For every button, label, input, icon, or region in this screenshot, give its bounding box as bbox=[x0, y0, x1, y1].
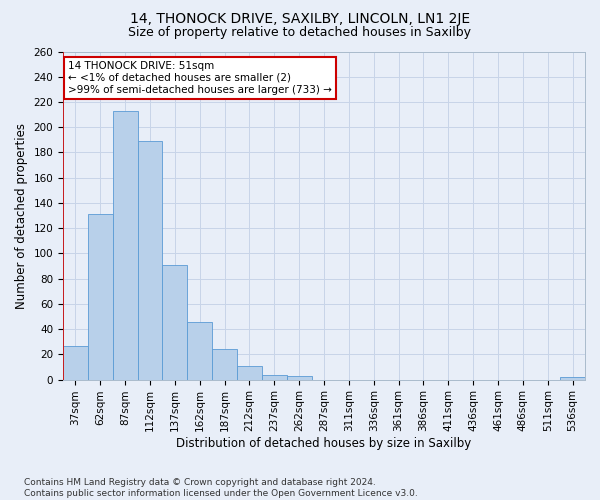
Text: 14, THONOCK DRIVE, SAXILBY, LINCOLN, LN1 2JE: 14, THONOCK DRIVE, SAXILBY, LINCOLN, LN1… bbox=[130, 12, 470, 26]
Bar bbox=[287, 376, 311, 380]
Text: 14 THONOCK DRIVE: 51sqm
← <1% of detached houses are smaller (2)
>99% of semi-de: 14 THONOCK DRIVE: 51sqm ← <1% of detache… bbox=[68, 62, 332, 94]
X-axis label: Distribution of detached houses by size in Saxilby: Distribution of detached houses by size … bbox=[176, 437, 472, 450]
Bar bbox=[113, 111, 137, 380]
Bar bbox=[212, 350, 237, 380]
Bar bbox=[187, 322, 212, 380]
Bar bbox=[237, 366, 262, 380]
Bar bbox=[63, 346, 88, 380]
Bar bbox=[560, 377, 585, 380]
Bar bbox=[137, 141, 163, 380]
Text: Contains HM Land Registry data © Crown copyright and database right 2024.
Contai: Contains HM Land Registry data © Crown c… bbox=[24, 478, 418, 498]
Bar bbox=[163, 265, 187, 380]
Bar bbox=[262, 374, 287, 380]
Text: Size of property relative to detached houses in Saxilby: Size of property relative to detached ho… bbox=[128, 26, 472, 39]
Y-axis label: Number of detached properties: Number of detached properties bbox=[15, 122, 28, 308]
Bar bbox=[88, 214, 113, 380]
